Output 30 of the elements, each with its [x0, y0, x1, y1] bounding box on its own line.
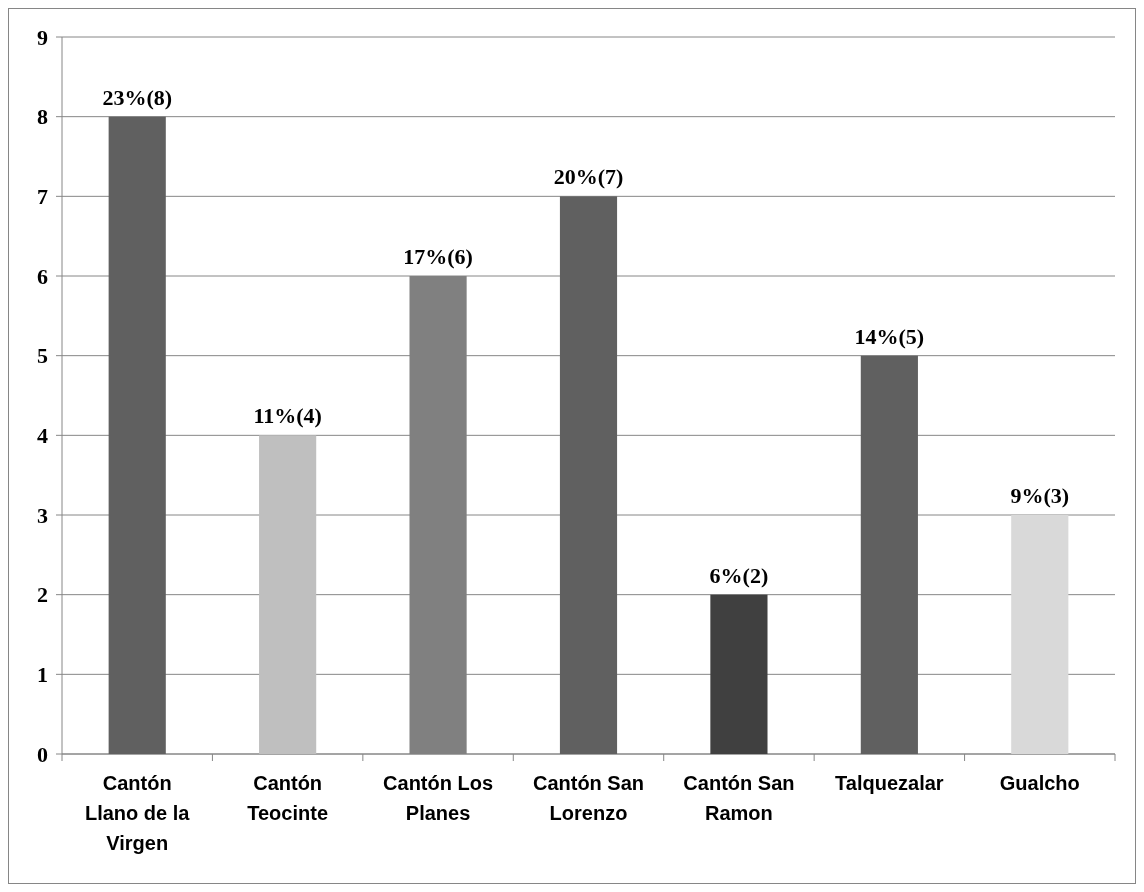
y-tick-label: 0	[37, 741, 48, 767]
bar	[108, 116, 166, 754]
y-tick-label: 4	[37, 423, 48, 449]
data-label: 17%(6)	[403, 244, 473, 269]
bar	[860, 355, 918, 754]
y-tick-label: 8	[37, 104, 48, 130]
y-tick-label: 1	[37, 662, 48, 688]
y-tick-label: 3	[37, 502, 48, 528]
y-tick-label: 5	[37, 343, 48, 369]
data-label: 20%(7)	[553, 164, 624, 190]
y-tick-label: 7	[37, 184, 48, 210]
y-tick-label: 2	[37, 582, 48, 608]
x-tick-label: Gualcho	[999, 772, 1080, 794]
x-tick-label: Cantón Los Planes	[383, 772, 494, 824]
y-tick-label: 9	[37, 24, 48, 50]
data-label: 9%(3)	[1010, 483, 1070, 508]
data-label: 6%(2)	[709, 562, 769, 588]
data-label: 14%(5)	[854, 323, 925, 349]
bar	[259, 435, 317, 754]
data-label: 23%(8)	[102, 84, 173, 110]
x-tick-label: Cantón Teocinte	[247, 772, 329, 824]
x-tick-label: Cantón San Lorenzo	[532, 772, 645, 824]
data-label: 11%(4)	[253, 403, 322, 429]
x-tick-label: Cantón Llano de la Virgen	[84, 772, 191, 854]
x-tick-label: Cantón San Ramon	[683, 772, 795, 824]
y-tick-label: 6	[37, 263, 48, 289]
bar	[559, 196, 618, 754]
bar	[710, 594, 768, 754]
bar	[1011, 515, 1069, 754]
x-tick-label: Talquezalar	[835, 772, 944, 794]
